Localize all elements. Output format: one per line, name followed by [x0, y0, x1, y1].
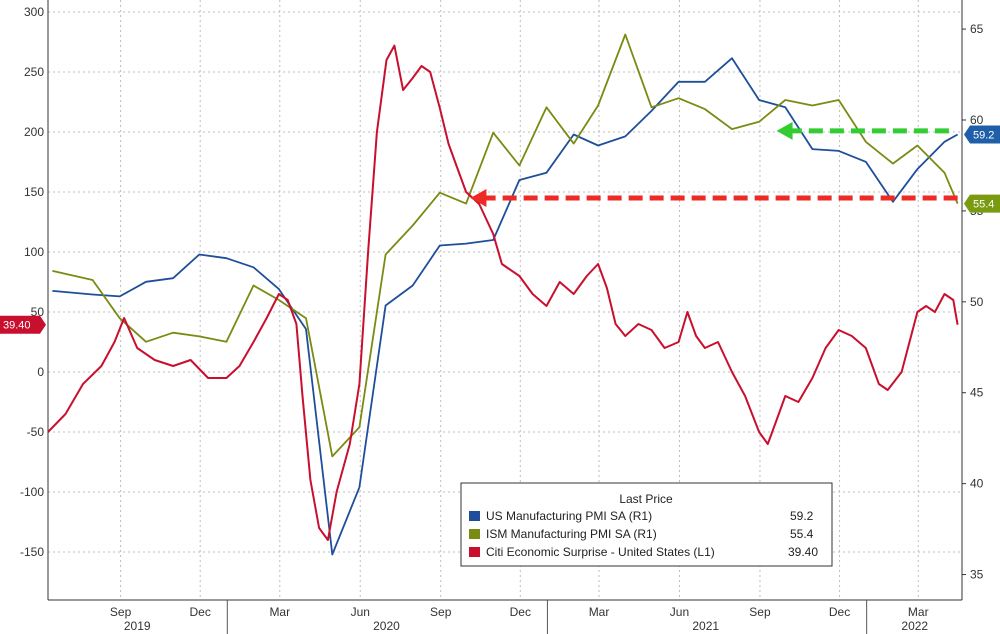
annotations — [470, 121, 958, 207]
left-last-value-tag: 39.40 — [3, 320, 31, 332]
x-tick-label: Sep — [430, 605, 452, 619]
right-tick-label: 60 — [970, 113, 984, 127]
left-tick-label: 50 — [31, 305, 45, 319]
left-tick-label: -50 — [27, 425, 45, 439]
x-tick-label: Mar — [908, 605, 929, 619]
x-axis: Sep Dec Mar Jun Sep Dec Mar Jun Sep Dec Mar 2019 202… — [110, 600, 929, 634]
left-tick-label: 100 — [24, 245, 44, 259]
right-last-value-tag-ism: 55.4 — [973, 199, 994, 211]
legend-title: Last Price — [619, 492, 673, 506]
x-tick-label: Dec — [510, 605, 531, 619]
left-tick-label: 200 — [24, 125, 44, 139]
legend-swatch-us-pmi — [469, 511, 480, 521]
legend-box — [460, 482, 833, 567]
green-arrow-head — [776, 121, 793, 140]
right-last-value-tag-us-bg — [964, 125, 1000, 144]
x-tick-label: Mar — [269, 605, 290, 619]
x-tick-label: Dec — [829, 605, 850, 619]
legend: Last Price US Manufacturing PMI SA (R1) … — [460, 482, 833, 567]
left-tick-label: 300 — [24, 5, 44, 19]
legend-label-us-pmi: US Manufacturing PMI SA (R1) — [486, 509, 652, 523]
x-tick-label: Sep — [749, 605, 771, 619]
legend-swatch-citi-surprise — [469, 547, 480, 557]
legend-value-us-pmi: 59.2 — [790, 509, 814, 523]
red-arrow-head — [470, 189, 487, 207]
x-tick-label: Sep — [110, 605, 132, 619]
right-tick-label: 40 — [970, 477, 984, 491]
x-tick-label: Mar — [589, 605, 610, 619]
series-group — [47, 33, 959, 556]
right-last-value-tag-us: 59.2 — [973, 130, 994, 142]
year-label: 2020 — [373, 619, 400, 633]
right-tick-label: 50 — [970, 295, 984, 309]
legend-value-ism-pmi: 55.4 — [790, 527, 814, 541]
year-label: 2021 — [692, 619, 719, 633]
x-tick-label: Dec — [190, 605, 211, 619]
year-label: 2022 — [901, 619, 928, 633]
series-us-manufacturing-pmi — [52, 57, 959, 556]
left-tick-label: 0 — [37, 365, 44, 379]
left-tick-label: 250 — [24, 65, 44, 79]
left-last-value-tag-bg — [0, 315, 46, 334]
right-tick-label: 45 — [970, 386, 984, 400]
left-tick-label: -150 — [20, 545, 44, 559]
last-value-tags: 39.40 59.2 55.4 — [0, 125, 1000, 334]
right-last-value-tag-ism-bg — [964, 194, 1000, 213]
legend-label-ism-pmi: ISM Manufacturing PMI SA (R1) — [486, 527, 657, 541]
legend-label-citi-surprise: Citi Economic Surprise - United States (… — [486, 545, 715, 559]
series-citi-economic-surprise — [47, 44, 959, 541]
right-tick-label: 65 — [970, 22, 984, 36]
legend-swatch-ism-pmi — [469, 529, 480, 539]
left-tick-label: -100 — [20, 485, 44, 499]
left-tick-label: 150 — [24, 185, 44, 199]
right-tick-label: 35 — [970, 568, 984, 582]
plot-frame — [47, 0, 963, 601]
legend-value-citi-surprise: 39.40 — [788, 545, 818, 559]
series-ism-manufacturing-pmi — [52, 33, 959, 458]
x-tick-label: Jun — [351, 605, 370, 619]
x-tick-label: Jun — [670, 605, 689, 619]
left-axis: 300 250 200 150 100 50 0 -50 -100 -150 — [20, 5, 44, 559]
year-label: 2019 — [124, 619, 151, 633]
